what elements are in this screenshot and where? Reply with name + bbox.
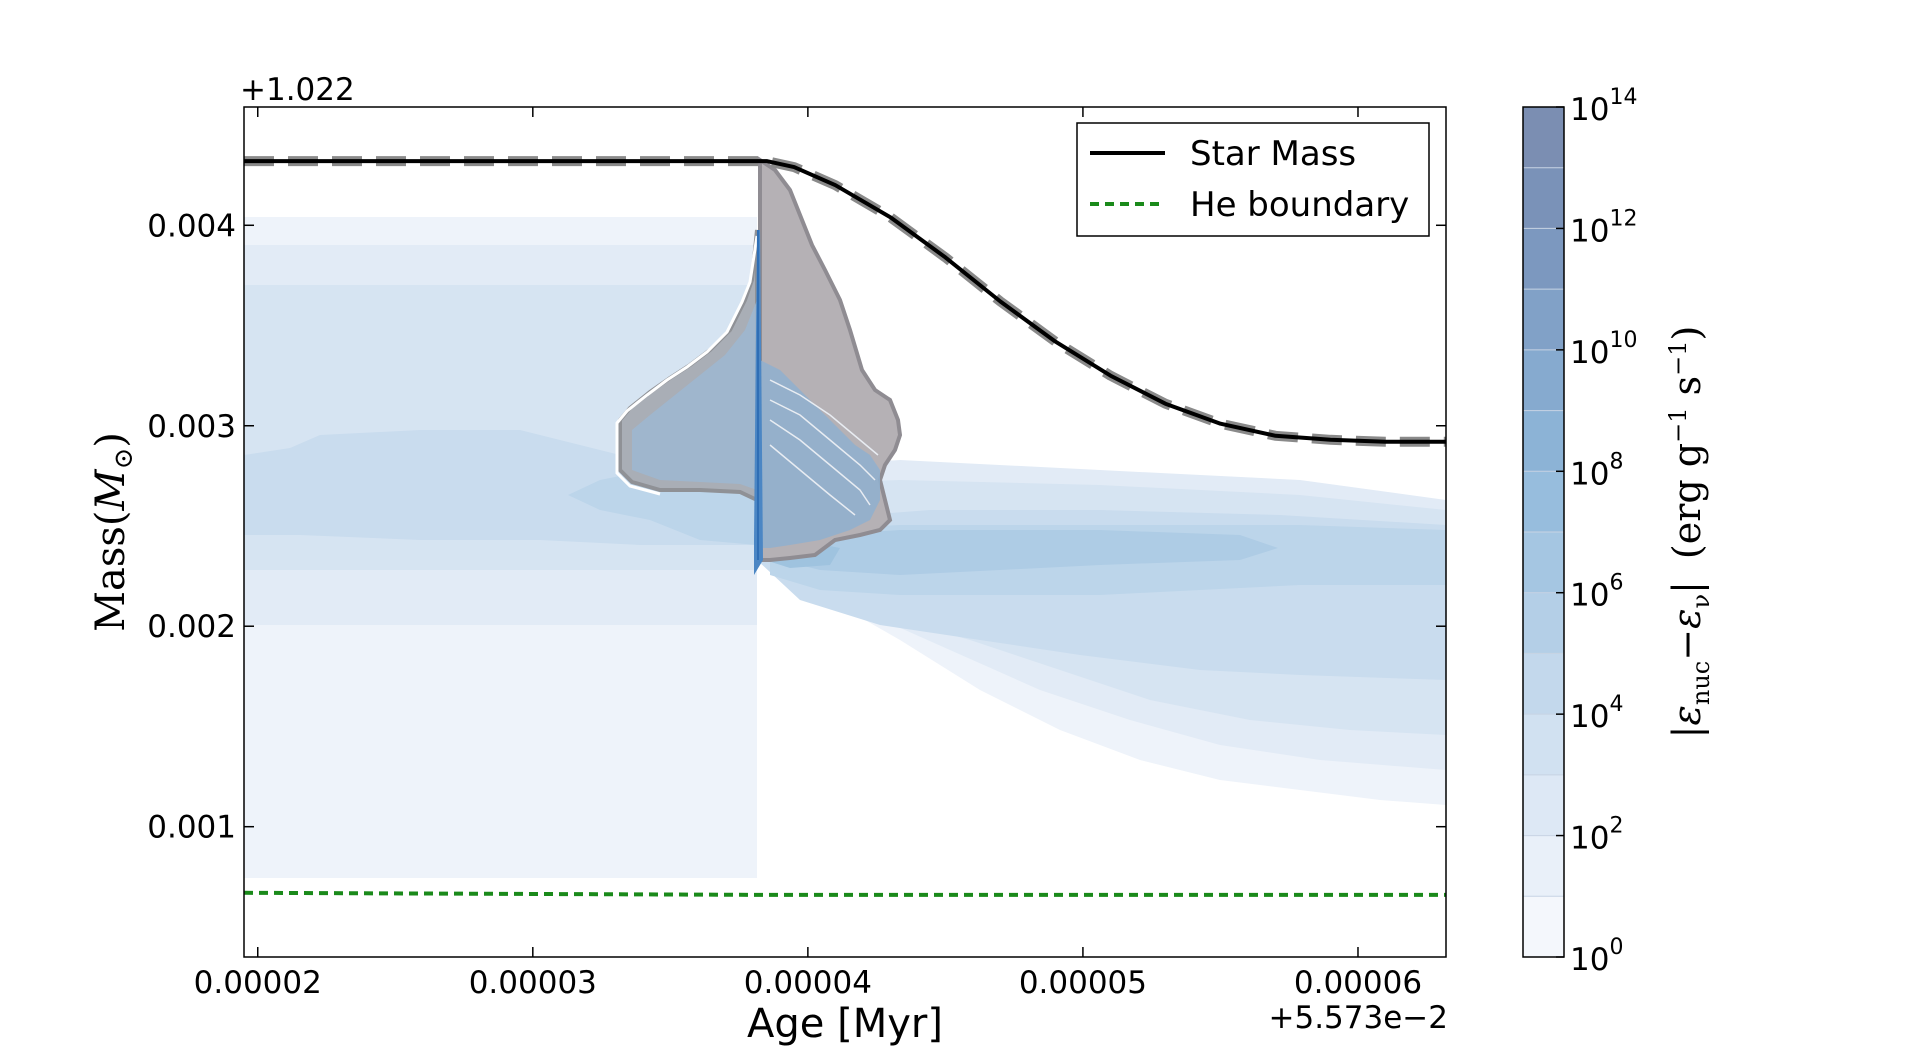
contour-regions bbox=[244, 217, 1446, 878]
cbar-minus: − bbox=[1665, 629, 1709, 661]
colorbar-ticks: 100 102 104 106 108 1010 1012 1014 bbox=[1556, 85, 1637, 978]
cbar-nu-sub: ν bbox=[1687, 594, 1715, 609]
colorbar-segment bbox=[1523, 653, 1564, 715]
x-ticks: 0.00002 0.00003 0.00004 0.00005 0.00006 bbox=[194, 107, 1422, 1001]
colorbar-tick-label: 1012 bbox=[1570, 206, 1637, 249]
y-tick-label: 0.004 bbox=[147, 208, 236, 244]
colorbar-segment bbox=[1523, 228, 1564, 290]
colorbar-tick-label: 1010 bbox=[1570, 328, 1637, 371]
colorbar-segment bbox=[1523, 774, 1564, 837]
colorbar-frame bbox=[1522, 106, 1565, 958]
legend-label-star-mass: Star Mass bbox=[1190, 134, 1356, 174]
colorbar-segments bbox=[1523, 107, 1564, 958]
colorbar-tick-label: 106 bbox=[1570, 571, 1623, 614]
burning-zone-left-core bbox=[632, 300, 757, 490]
cbar-eps-nu: ε bbox=[1665, 609, 1709, 629]
colorbar-label: |εnuc−εν|(erg g−1 s−1) bbox=[1664, 326, 1715, 739]
y-axis-label-symbol: M bbox=[88, 468, 134, 511]
y-tick-label: 0.002 bbox=[147, 609, 236, 645]
svg-text:|εnuc−εν|(erg g−1 s−1): |εnuc−εν|(erg g−1 s−1) bbox=[1664, 326, 1715, 739]
cbar-eps-nuc: ε bbox=[1665, 705, 1709, 725]
burning-zone-left-outline bbox=[615, 235, 759, 496]
x-tick-label: 0.00005 bbox=[1019, 965, 1147, 1001]
burning-zone-right-core bbox=[760, 360, 880, 548]
legend: Star Mass He boundary bbox=[1076, 122, 1430, 237]
cbar-units-open: (erg g bbox=[1665, 443, 1709, 559]
svg-text:Mass(M⊙): Mass(M⊙) bbox=[88, 432, 139, 632]
colorbar-segment bbox=[1523, 349, 1564, 412]
colorbar-segment bbox=[1523, 835, 1564, 897]
y-ticks: 0.001 0.002 0.003 0.004 bbox=[147, 208, 1446, 846]
x-axis-label: Age [Myr] bbox=[747, 1001, 943, 1047]
y-axis-label: Mass(M⊙) bbox=[88, 432, 139, 632]
x-offset-label: +5.573e−2 bbox=[1269, 1000, 1449, 1036]
colorbar-tick-label: 102 bbox=[1570, 814, 1623, 857]
colorbar-tick-label: 104 bbox=[1570, 692, 1623, 735]
series-layer bbox=[244, 156, 1446, 897]
cbar-units-s: s bbox=[1665, 376, 1709, 408]
contour-region-level-6 bbox=[780, 530, 1278, 575]
colorbar-segment bbox=[1523, 471, 1564, 533]
legend-box bbox=[1076, 122, 1430, 237]
cbar-units-close: ) bbox=[1665, 326, 1709, 341]
series-star-mass-line bbox=[244, 159, 1446, 444]
burning-zone bbox=[615, 156, 903, 575]
colorbar-segment bbox=[1523, 107, 1564, 169]
colorbar-tick-label: 100 bbox=[1570, 935, 1623, 978]
cbar-units-g-exp: −1 bbox=[1664, 407, 1692, 442]
colorbar-segment bbox=[1523, 532, 1564, 594]
colorbar-segment bbox=[1523, 289, 1564, 351]
series-he-boundary-line bbox=[244, 890, 1446, 897]
colorbar-tick-label: 1014 bbox=[1570, 85, 1637, 128]
colorbar-segment bbox=[1523, 896, 1564, 958]
y-axis-label-text: Mass bbox=[88, 526, 134, 632]
y-axis-label-subscript: ⊙ bbox=[109, 448, 139, 470]
colorbar-tick-label: 108 bbox=[1570, 449, 1623, 492]
x-tick-label: 0.00002 bbox=[194, 965, 322, 1001]
y-tick-label: 0.001 bbox=[147, 810, 236, 846]
y-tick-label: 0.003 bbox=[147, 409, 236, 445]
axes-frame bbox=[243, 106, 1447, 958]
cbar-nuc-sub: nuc bbox=[1687, 661, 1715, 705]
x-tick-label: 0.00003 bbox=[469, 965, 597, 1001]
y-offset-label: +1.022 bbox=[240, 72, 355, 108]
colorbar-segment bbox=[1523, 167, 1564, 229]
colorbar-segment bbox=[1523, 410, 1564, 472]
cbar-units-s-exp: −1 bbox=[1664, 341, 1692, 376]
legend-label-he-boundary: He boundary bbox=[1190, 185, 1409, 225]
x-tick-label: 0.00006 bbox=[1294, 965, 1422, 1001]
colorbar-segment bbox=[1523, 592, 1564, 654]
burning-zone-inner-lines bbox=[769, 379, 879, 516]
x-tick-label: 0.00004 bbox=[744, 965, 872, 1001]
colorbar-segment bbox=[1523, 714, 1564, 776]
